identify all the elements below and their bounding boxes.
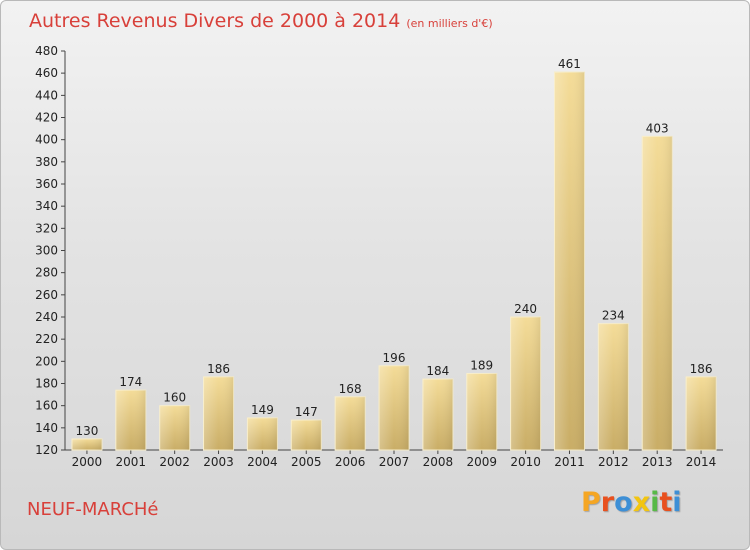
bar-shade bbox=[598, 323, 629, 450]
bar-shade bbox=[203, 376, 234, 450]
y-tick-label: 260 bbox=[35, 288, 58, 302]
value-label: 403 bbox=[646, 121, 669, 135]
value-label: 186 bbox=[690, 362, 713, 376]
y-tick-label: 280 bbox=[35, 266, 58, 280]
x-axis: 2000 2001 2002 2003 2004 2005 2006 2007 2008 2009… bbox=[65, 449, 723, 469]
value-label: 189 bbox=[470, 359, 493, 373]
logo-letter: t bbox=[659, 487, 673, 518]
x-tick-label: 2007 bbox=[379, 455, 410, 469]
bar-shade bbox=[466, 373, 497, 450]
logo-letter: P bbox=[581, 487, 601, 518]
logo-letter: r bbox=[600, 487, 615, 518]
y-tick-label: 460 bbox=[35, 66, 58, 80]
y-tick-label: 120 bbox=[35, 443, 58, 457]
x-tick-label: 2014 bbox=[686, 455, 717, 469]
y-tick-label: 240 bbox=[35, 310, 58, 324]
y-tick-label: 200 bbox=[35, 354, 58, 368]
bar-shade bbox=[379, 365, 409, 450]
value-label: 149 bbox=[251, 403, 274, 417]
y-tick-label: 160 bbox=[35, 399, 58, 413]
bar-shade bbox=[247, 417, 278, 450]
y-tick-label: 380 bbox=[35, 155, 58, 169]
y-tick-label: 480 bbox=[35, 44, 58, 58]
x-tick-label: 2013 bbox=[642, 455, 673, 469]
chart-title: Autres Revenus Divers de 2000 à 2014 bbox=[29, 10, 401, 32]
commune-name: NEUF-MARCHé bbox=[27, 499, 159, 520]
x-tick-label: 2010 bbox=[510, 455, 541, 469]
bar-shade bbox=[422, 379, 453, 450]
bar-shade bbox=[335, 396, 366, 450]
y-tick-label: 220 bbox=[35, 332, 58, 346]
bar-shade bbox=[71, 438, 102, 450]
bars bbox=[71, 71, 717, 451]
value-label: 160 bbox=[163, 391, 186, 405]
value-label: 196 bbox=[383, 351, 406, 365]
x-tick-label: 2005 bbox=[291, 455, 322, 469]
x-tick-label: 2003 bbox=[203, 455, 234, 469]
value-label: 147 bbox=[295, 405, 318, 419]
value-label: 130 bbox=[75, 424, 98, 438]
y-tick-label: 300 bbox=[35, 244, 58, 258]
logo-letter: x bbox=[632, 487, 651, 518]
y-tick-label: 180 bbox=[35, 377, 58, 391]
x-tick-label: 2011 bbox=[554, 455, 585, 469]
x-tick-label: 2009 bbox=[466, 455, 497, 469]
bar-shade bbox=[642, 136, 673, 450]
value-label: 240 bbox=[514, 302, 537, 316]
x-tick-label: 2004 bbox=[247, 455, 278, 469]
logo-letter: o bbox=[614, 487, 633, 518]
chart-title-block: Autres Revenus Divers de 2000 à 2014 (en … bbox=[29, 10, 493, 32]
bar-shade bbox=[554, 72, 585, 450]
value-label: 234 bbox=[602, 309, 625, 323]
y-tick-label: 400 bbox=[35, 133, 58, 147]
y-tick-label: 320 bbox=[35, 221, 58, 235]
y-tick-label: 140 bbox=[35, 421, 58, 435]
y-axis: 120 140 160 180 200 220 240 260 280 300 320 340 360 3… bbox=[35, 44, 66, 457]
value-label: 174 bbox=[119, 375, 142, 389]
bar-shade bbox=[510, 317, 541, 450]
logo-letter: i bbox=[650, 487, 660, 518]
bar-shade bbox=[115, 390, 146, 450]
x-tick-label: 2012 bbox=[598, 455, 629, 469]
bar-shade bbox=[686, 376, 717, 450]
x-tick-label: 2008 bbox=[423, 455, 454, 469]
x-tick-label: 2001 bbox=[116, 455, 147, 469]
y-tick-label: 440 bbox=[35, 88, 58, 102]
value-label: 184 bbox=[426, 364, 449, 378]
proxiti-logo[interactable]: Proxiti bbox=[581, 487, 682, 518]
bar-shade bbox=[291, 420, 322, 450]
x-tick-label: 2002 bbox=[159, 455, 190, 469]
y-tick-label: 340 bbox=[35, 199, 58, 213]
bar-shade bbox=[159, 405, 190, 450]
x-tick-label: 2006 bbox=[335, 455, 366, 469]
value-labels: 130 174 160 186 149 147 168 196 184 189 240 461 234 4… bbox=[75, 57, 712, 438]
value-label: 186 bbox=[207, 362, 230, 376]
x-tick-label: 2000 bbox=[72, 455, 103, 469]
value-label: 461 bbox=[558, 57, 581, 71]
y-tick-label: 420 bbox=[35, 111, 58, 125]
y-tick-label: 360 bbox=[35, 177, 58, 191]
logo-letter: i bbox=[672, 487, 682, 518]
chart-unit: (en milliers d'€) bbox=[406, 17, 493, 30]
value-label: 168 bbox=[339, 382, 362, 396]
